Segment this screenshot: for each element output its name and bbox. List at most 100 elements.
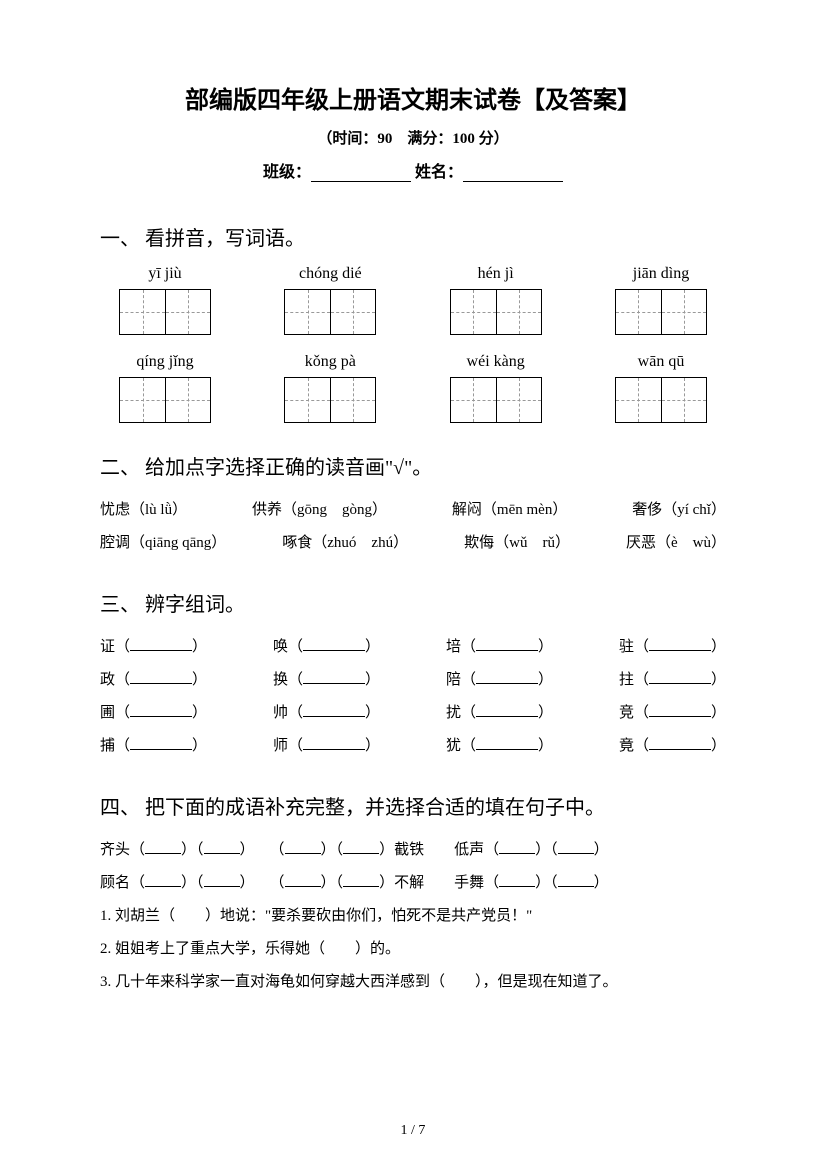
pinyin-item: wéi kàng: [431, 353, 561, 423]
fill-blank[interactable]: [285, 840, 321, 854]
pinyin-item: yī jiù: [100, 265, 230, 335]
char-box-pair[interactable]: [284, 377, 376, 423]
student-info-line: 班级： 姓名：: [100, 158, 726, 182]
q-item: 欺侮（wǔ rǔ）: [464, 527, 570, 560]
q-item: 腔调（qiāng qāng）: [100, 527, 226, 560]
pinyin-text: wān qū: [638, 353, 685, 371]
char-box-pair[interactable]: [119, 377, 211, 423]
char-blank-item: 陪（）: [446, 664, 553, 697]
fill-blank[interactable]: [343, 873, 379, 887]
char-blank-item: 帅（）: [273, 697, 380, 730]
pinyin-row-1: yī jiù chóng dié hén jì jiān dìng: [100, 265, 726, 335]
name-blank[interactable]: [463, 166, 563, 182]
pinyin-row-2: qíng jǐng kǒng pà wéi kàng wān qū: [100, 353, 726, 423]
char-blank-item: 扰（）: [446, 697, 553, 730]
fill-blank[interactable]: [130, 736, 192, 750]
section2-heading: 二、 给加点字选择正确的读音画"√"。: [100, 451, 726, 480]
fill-blank[interactable]: [476, 703, 538, 717]
fill-blank[interactable]: [558, 873, 594, 887]
page-title: 部编版四年级上册语文期末试卷【及答案】: [100, 80, 726, 115]
pinyin-item: jiān dìng: [596, 265, 726, 335]
name-label: 姓名：: [415, 164, 463, 181]
q-item: 厌恶（è wù）: [626, 527, 726, 560]
char-box-pair[interactable]: [284, 289, 376, 335]
section4-sentence: 2. 姐姐考上了重点大学，乐得她（ ）的。: [100, 933, 726, 966]
char-blank-item: 政（）: [100, 664, 207, 697]
fill-blank[interactable]: [303, 670, 365, 684]
fill-blank[interactable]: [130, 637, 192, 651]
char-blank-item: 师（）: [273, 730, 380, 763]
fill-blank[interactable]: [476, 637, 538, 651]
pinyin-item: hén jì: [431, 265, 561, 335]
fill-blank[interactable]: [130, 670, 192, 684]
section3-rows: 证（） 唤（） 培（） 驻（） 政（） 换（） 陪（） 拄（） 圃（） 帅（） 扰（） 竞（） 捕（） 师…: [100, 631, 726, 763]
pinyin-text: chóng dié: [299, 265, 362, 283]
fill-blank[interactable]: [204, 873, 240, 887]
q-item: 供养（gōng gòng）: [252, 494, 387, 527]
char-blank-item: 唤（）: [273, 631, 380, 664]
page-number: 1 / 7: [0, 1123, 826, 1139]
q-item: 解闷（mēn mèn）: [452, 494, 567, 527]
char-blank-item: 驻（）: [619, 631, 726, 664]
char-box-pair[interactable]: [615, 289, 707, 335]
idiom-line-1: 齐头（）（） （）（）截铁 低声（）（）: [100, 834, 726, 867]
q-item: 奢侈（yí chǐ）: [632, 494, 726, 527]
section4-sentence: 3. 几十年来科学家一直对海龟如何穿越大西洋感到（ ），但是现在知道了。: [100, 966, 726, 999]
fill-blank[interactable]: [649, 736, 711, 750]
fill-blank[interactable]: [476, 670, 538, 684]
char-blank-item: 捕（）: [100, 730, 207, 763]
char-blank-item: 竞（）: [619, 697, 726, 730]
idiom-line-2: 顾名（）（） （）（）不解 手舞（）（）: [100, 867, 726, 900]
char-blank-item: 圃（）: [100, 697, 207, 730]
char-blank-item: 拄（）: [619, 664, 726, 697]
section4-heading: 四、 把下面的成语补充完整，并选择合适的填在句子中。: [100, 791, 726, 820]
section2-line1: 忧虑（lù lǜ） 供养（gōng gòng） 解闷（mēn mèn） 奢侈（y…: [100, 494, 726, 527]
char-blank-item: 换（）: [273, 664, 380, 697]
fill-blank[interactable]: [649, 670, 711, 684]
pinyin-text: hén jì: [478, 265, 514, 283]
char-blank-item: 培（）: [446, 631, 553, 664]
section3-row: 证（） 唤（） 培（） 驻（）: [100, 631, 726, 664]
char-blank-item: 竟（）: [619, 730, 726, 763]
section1-heading: 一、 看拼音，写词语。: [100, 222, 726, 251]
q-item: 啄食（zhuó zhú）: [282, 527, 408, 560]
char-box-pair[interactable]: [450, 289, 542, 335]
fill-blank[interactable]: [285, 873, 321, 887]
section3-row: 圃（） 帅（） 扰（） 竞（）: [100, 697, 726, 730]
pinyin-item: chóng dié: [265, 265, 395, 335]
fill-blank[interactable]: [499, 873, 535, 887]
char-box-pair[interactable]: [615, 377, 707, 423]
pinyin-text: jiān dìng: [633, 265, 689, 283]
q-item: 忧虑（lù lǜ）: [100, 494, 187, 527]
section2-line2: 腔调（qiāng qāng） 啄食（zhuó zhú） 欺侮（wǔ rǔ） 厌恶…: [100, 527, 726, 560]
char-box-pair[interactable]: [119, 289, 211, 335]
fill-blank[interactable]: [558, 840, 594, 854]
fill-blank[interactable]: [303, 736, 365, 750]
fill-blank[interactable]: [145, 840, 181, 854]
char-box-pair[interactable]: [450, 377, 542, 423]
pinyin-item: wān qū: [596, 353, 726, 423]
section3-row: 政（） 换（） 陪（） 拄（）: [100, 664, 726, 697]
subtitle: （时间：90 满分：100 分）: [100, 127, 726, 148]
fill-blank[interactable]: [499, 840, 535, 854]
fill-blank[interactable]: [476, 736, 538, 750]
fill-blank[interactable]: [649, 703, 711, 717]
pinyin-text: kǒng pà: [305, 353, 356, 371]
section3-heading: 三、 辨字组词。: [100, 588, 726, 617]
pinyin-item: qíng jǐng: [100, 353, 230, 423]
section3-row: 捕（） 师（） 犹（） 竟（）: [100, 730, 726, 763]
fill-blank[interactable]: [343, 840, 379, 854]
section4-sentence: 1. 刘胡兰（ ）地说："要杀要砍由你们，怕死不是共产党员！": [100, 900, 726, 933]
fill-blank[interactable]: [649, 637, 711, 651]
char-blank-item: 犹（）: [446, 730, 553, 763]
char-blank-item: 证（）: [100, 631, 207, 664]
fill-blank[interactable]: [303, 637, 365, 651]
fill-blank[interactable]: [145, 873, 181, 887]
class-label: 班级：: [263, 164, 311, 181]
pinyin-text: qíng jǐng: [136, 353, 193, 371]
class-blank[interactable]: [311, 166, 411, 182]
pinyin-item: kǒng pà: [265, 353, 395, 423]
fill-blank[interactable]: [303, 703, 365, 717]
fill-blank[interactable]: [204, 840, 240, 854]
fill-blank[interactable]: [130, 703, 192, 717]
